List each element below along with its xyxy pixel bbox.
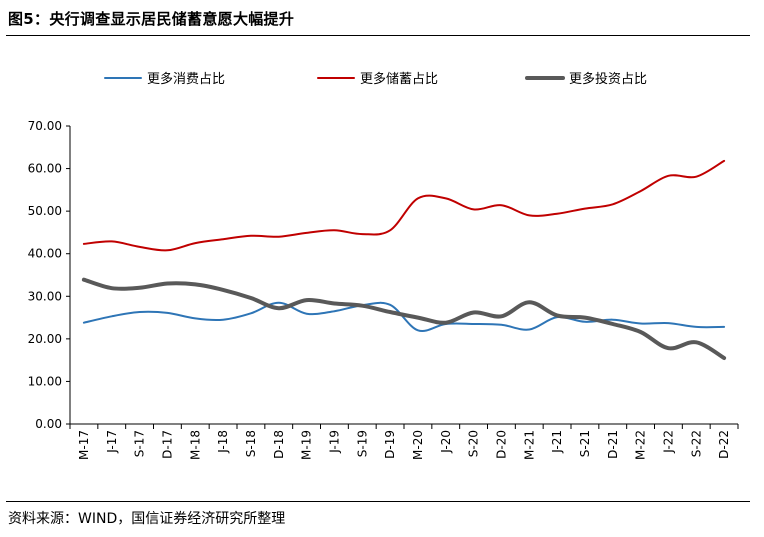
x-tick-label: D-17 — [160, 430, 174, 459]
source-rule — [6, 501, 750, 502]
x-tick-label: J-17 — [105, 430, 119, 454]
x-tick-label: D-20 — [494, 430, 508, 459]
source-note: 资料来源：WIND，国信证券经济研究所整理 — [8, 511, 286, 527]
x-tick-label: J-18 — [216, 430, 230, 454]
x-tick-label: M-22 — [634, 430, 648, 460]
x-tick-label: J-19 — [327, 430, 341, 454]
legend-label: 更多投资占比 — [569, 71, 647, 87]
x-tick-label: M-20 — [411, 430, 425, 460]
y-tick-label: 0.00 — [35, 417, 62, 431]
x-tick-label: S-17 — [133, 430, 147, 457]
series-line-1 — [82, 301, 726, 332]
x-axis-tick-labels: M-17 J-17 S-17 D-17 M-18 J-18 S-18 D-18 M-19 J-19… — [77, 430, 731, 460]
x-tick-label: S-19 — [355, 430, 369, 457]
legend-label: 更多消费占比 — [147, 71, 225, 87]
series-line-3 — [81, 277, 727, 360]
x-tick-label: D-21 — [606, 430, 620, 459]
x-tick-label: S-18 — [244, 430, 258, 457]
y-tick-label: 10.00 — [28, 374, 62, 388]
x-tick-label: D-18 — [272, 430, 286, 459]
axes — [66, 125, 739, 429]
y-tick-label: 20.00 — [28, 332, 62, 346]
x-tick-label: J-20 — [439, 430, 453, 454]
x-tick-label: M-21 — [522, 430, 536, 460]
x-tick-label: D-22 — [717, 430, 731, 459]
y-tick-label: 60.00 — [28, 162, 62, 176]
x-tick-label: S-20 — [467, 430, 481, 457]
legend: 更多消费占比 更多储蓄占比 更多投资占比 — [104, 71, 647, 87]
series-line-2 — [82, 159, 726, 252]
x-tick-label: M-19 — [300, 430, 314, 460]
y-tick-label: 70.00 — [28, 119, 62, 133]
x-tick-label: J-21 — [550, 430, 564, 454]
y-tick-label: 30.00 — [28, 289, 62, 303]
figure-title: 图5：央行调查显示居民储蓄意愿大幅提升 — [8, 10, 295, 28]
x-tick-label: S-21 — [578, 430, 592, 457]
series-lines — [81, 159, 727, 360]
y-tick-label: 40.00 — [28, 247, 62, 261]
y-tick-label: 50.00 — [28, 204, 62, 218]
legend-label: 更多储蓄占比 — [360, 71, 438, 87]
x-tick-label: S-22 — [689, 430, 703, 457]
x-tick-label: J-22 — [661, 430, 675, 454]
x-tick-label: M-17 — [77, 430, 91, 460]
x-tick-label: D-19 — [383, 430, 397, 459]
y-axis-tick-labels: 0.00 10.00 20.00 30.00 40.00 50.00 60.00 70.00 — [28, 119, 62, 431]
title-rule — [6, 35, 750, 36]
x-tick-label: M-18 — [188, 430, 202, 460]
